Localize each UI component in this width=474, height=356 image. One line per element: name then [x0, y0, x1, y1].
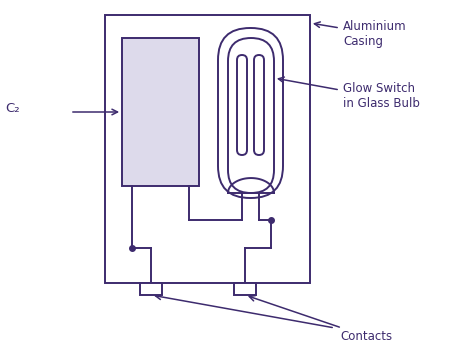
Bar: [140, 283, 162, 295]
FancyBboxPatch shape: [254, 55, 264, 155]
FancyBboxPatch shape: [218, 28, 283, 198]
FancyBboxPatch shape: [237, 55, 247, 155]
Bar: [105, 15, 310, 283]
Bar: [122, 38, 199, 186]
Text: Aluminium
Casing: Aluminium Casing: [343, 20, 407, 48]
Text: Contacts: Contacts: [340, 330, 392, 343]
Text: C₂: C₂: [5, 102, 19, 115]
FancyBboxPatch shape: [228, 38, 274, 193]
Text: Glow Switch
in Glass Bulb: Glow Switch in Glass Bulb: [343, 82, 420, 110]
Bar: [234, 283, 256, 295]
